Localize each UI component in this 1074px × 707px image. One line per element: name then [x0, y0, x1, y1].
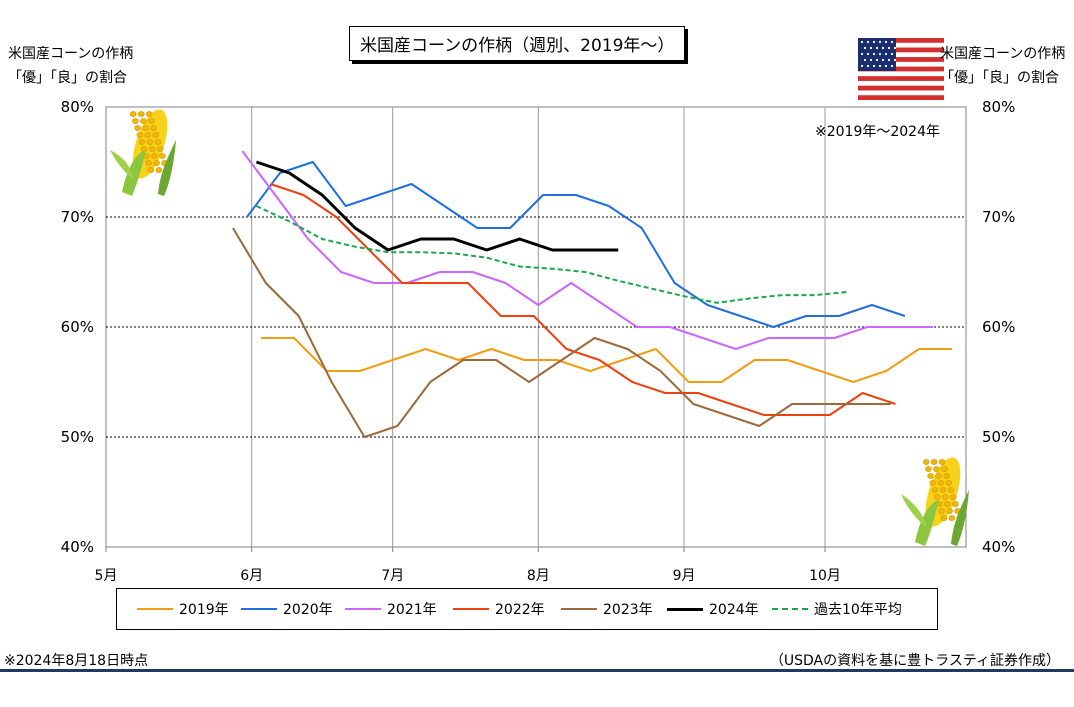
- y-axis-label-line: 「優」「良」の割合: [8, 70, 127, 86]
- icons: [110, 38, 969, 546]
- legend-item-avg: 過去10年平均: [772, 589, 902, 629]
- axes: 5月 6月 7月 8月 9月 10月 40% 40% 50% 50% 60% 60% 70% 70% 80%…: [61, 98, 1016, 584]
- x-tick-label: 8月: [527, 568, 550, 584]
- legend-swatch: [561, 608, 597, 610]
- legend-swatch: [137, 608, 173, 610]
- x-tick-label: 7月: [381, 568, 404, 584]
- y-axis-label-line: 米国産コーンの作柄: [8, 46, 134, 62]
- legend-label: 2024年: [709, 602, 759, 618]
- x-tick-label: 10月: [809, 568, 841, 584]
- series-line-2019: [261, 337, 952, 383]
- divider: [0, 669, 1074, 672]
- legend-swatch: [453, 608, 489, 610]
- x-tick-label: 5月: [95, 568, 118, 584]
- y-axis-label-line: 米国産コーンの作柄: [940, 46, 1066, 62]
- x-tick-label: 9月: [673, 568, 696, 584]
- y-tick-label-right: 80%: [982, 98, 1015, 116]
- series-line-avg: [255, 205, 849, 304]
- y-tick-label-right: 60%: [982, 318, 1015, 336]
- y-tick-label-left: 80%: [61, 98, 94, 116]
- legend-item-2023: 2023年: [561, 589, 653, 629]
- legend-swatch: [241, 608, 277, 610]
- y-tick-label-right: 70%: [982, 208, 1015, 226]
- series-line-2022: [270, 183, 896, 416]
- corn-icon: [901, 457, 969, 546]
- series-lines: [232, 150, 952, 438]
- y-tick-label-left: 60%: [61, 318, 94, 336]
- legend-label: 過去10年平均: [814, 602, 902, 618]
- y-tick-label-left: 50%: [61, 428, 94, 446]
- legend-item-2024: 2024年: [667, 589, 759, 629]
- legend-swatch: [667, 607, 703, 611]
- y-tick-label-right: 40%: [982, 538, 1015, 556]
- legend-label: 2021年: [387, 602, 437, 618]
- y-tick-label-left: 40%: [61, 538, 94, 556]
- y-tick-label-left: 70%: [61, 208, 94, 226]
- y-axis-label-right: 米国産コーンの作柄 「優」「良」の割合: [940, 42, 1065, 90]
- y-axis-label-line: 「優」「良」の割合: [940, 70, 1059, 86]
- chart-title: 米国産コーンの作柄（週別、2019年～）: [349, 26, 686, 61]
- legend-item-2019: 2019年: [137, 589, 229, 629]
- x-tick-label: 6月: [240, 568, 263, 584]
- legend-item-2022: 2022年: [453, 589, 545, 629]
- source-note: （USDAの資料を基に豊トラスティ証券作成）: [769, 653, 1060, 669]
- grid: [105, 106, 967, 548]
- series-line-2023: [232, 227, 891, 438]
- as-of-note: ※2024年8月18日時点: [4, 653, 149, 669]
- y-tick-label-right: 50%: [982, 428, 1015, 446]
- y-axis-label-left: 米国産コーンの作柄 「優」「良」の割合: [8, 42, 133, 90]
- series-line-2024: [255, 160, 619, 252]
- us-flag-icon: [858, 38, 944, 100]
- legend-label: 2020年: [283, 602, 333, 618]
- legend-swatch: [345, 608, 381, 610]
- legend-label: 2022年: [495, 602, 545, 618]
- legend-item-2020: 2020年: [241, 589, 333, 629]
- corn-icon: [110, 109, 176, 196]
- series-line-2021: [241, 150, 934, 350]
- legend-swatch: [772, 608, 808, 610]
- legend-item-2021: 2021年: [345, 589, 437, 629]
- period-note: ※2019年～2024年: [815, 124, 940, 140]
- legend-label: 2023年: [603, 602, 653, 618]
- legend: 2019年 2020年 2021年 2022年 2023年 2024年 過去10年平均: [116, 588, 938, 630]
- legend-label: 2019年: [179, 602, 229, 618]
- series-line-2020: [246, 161, 906, 328]
